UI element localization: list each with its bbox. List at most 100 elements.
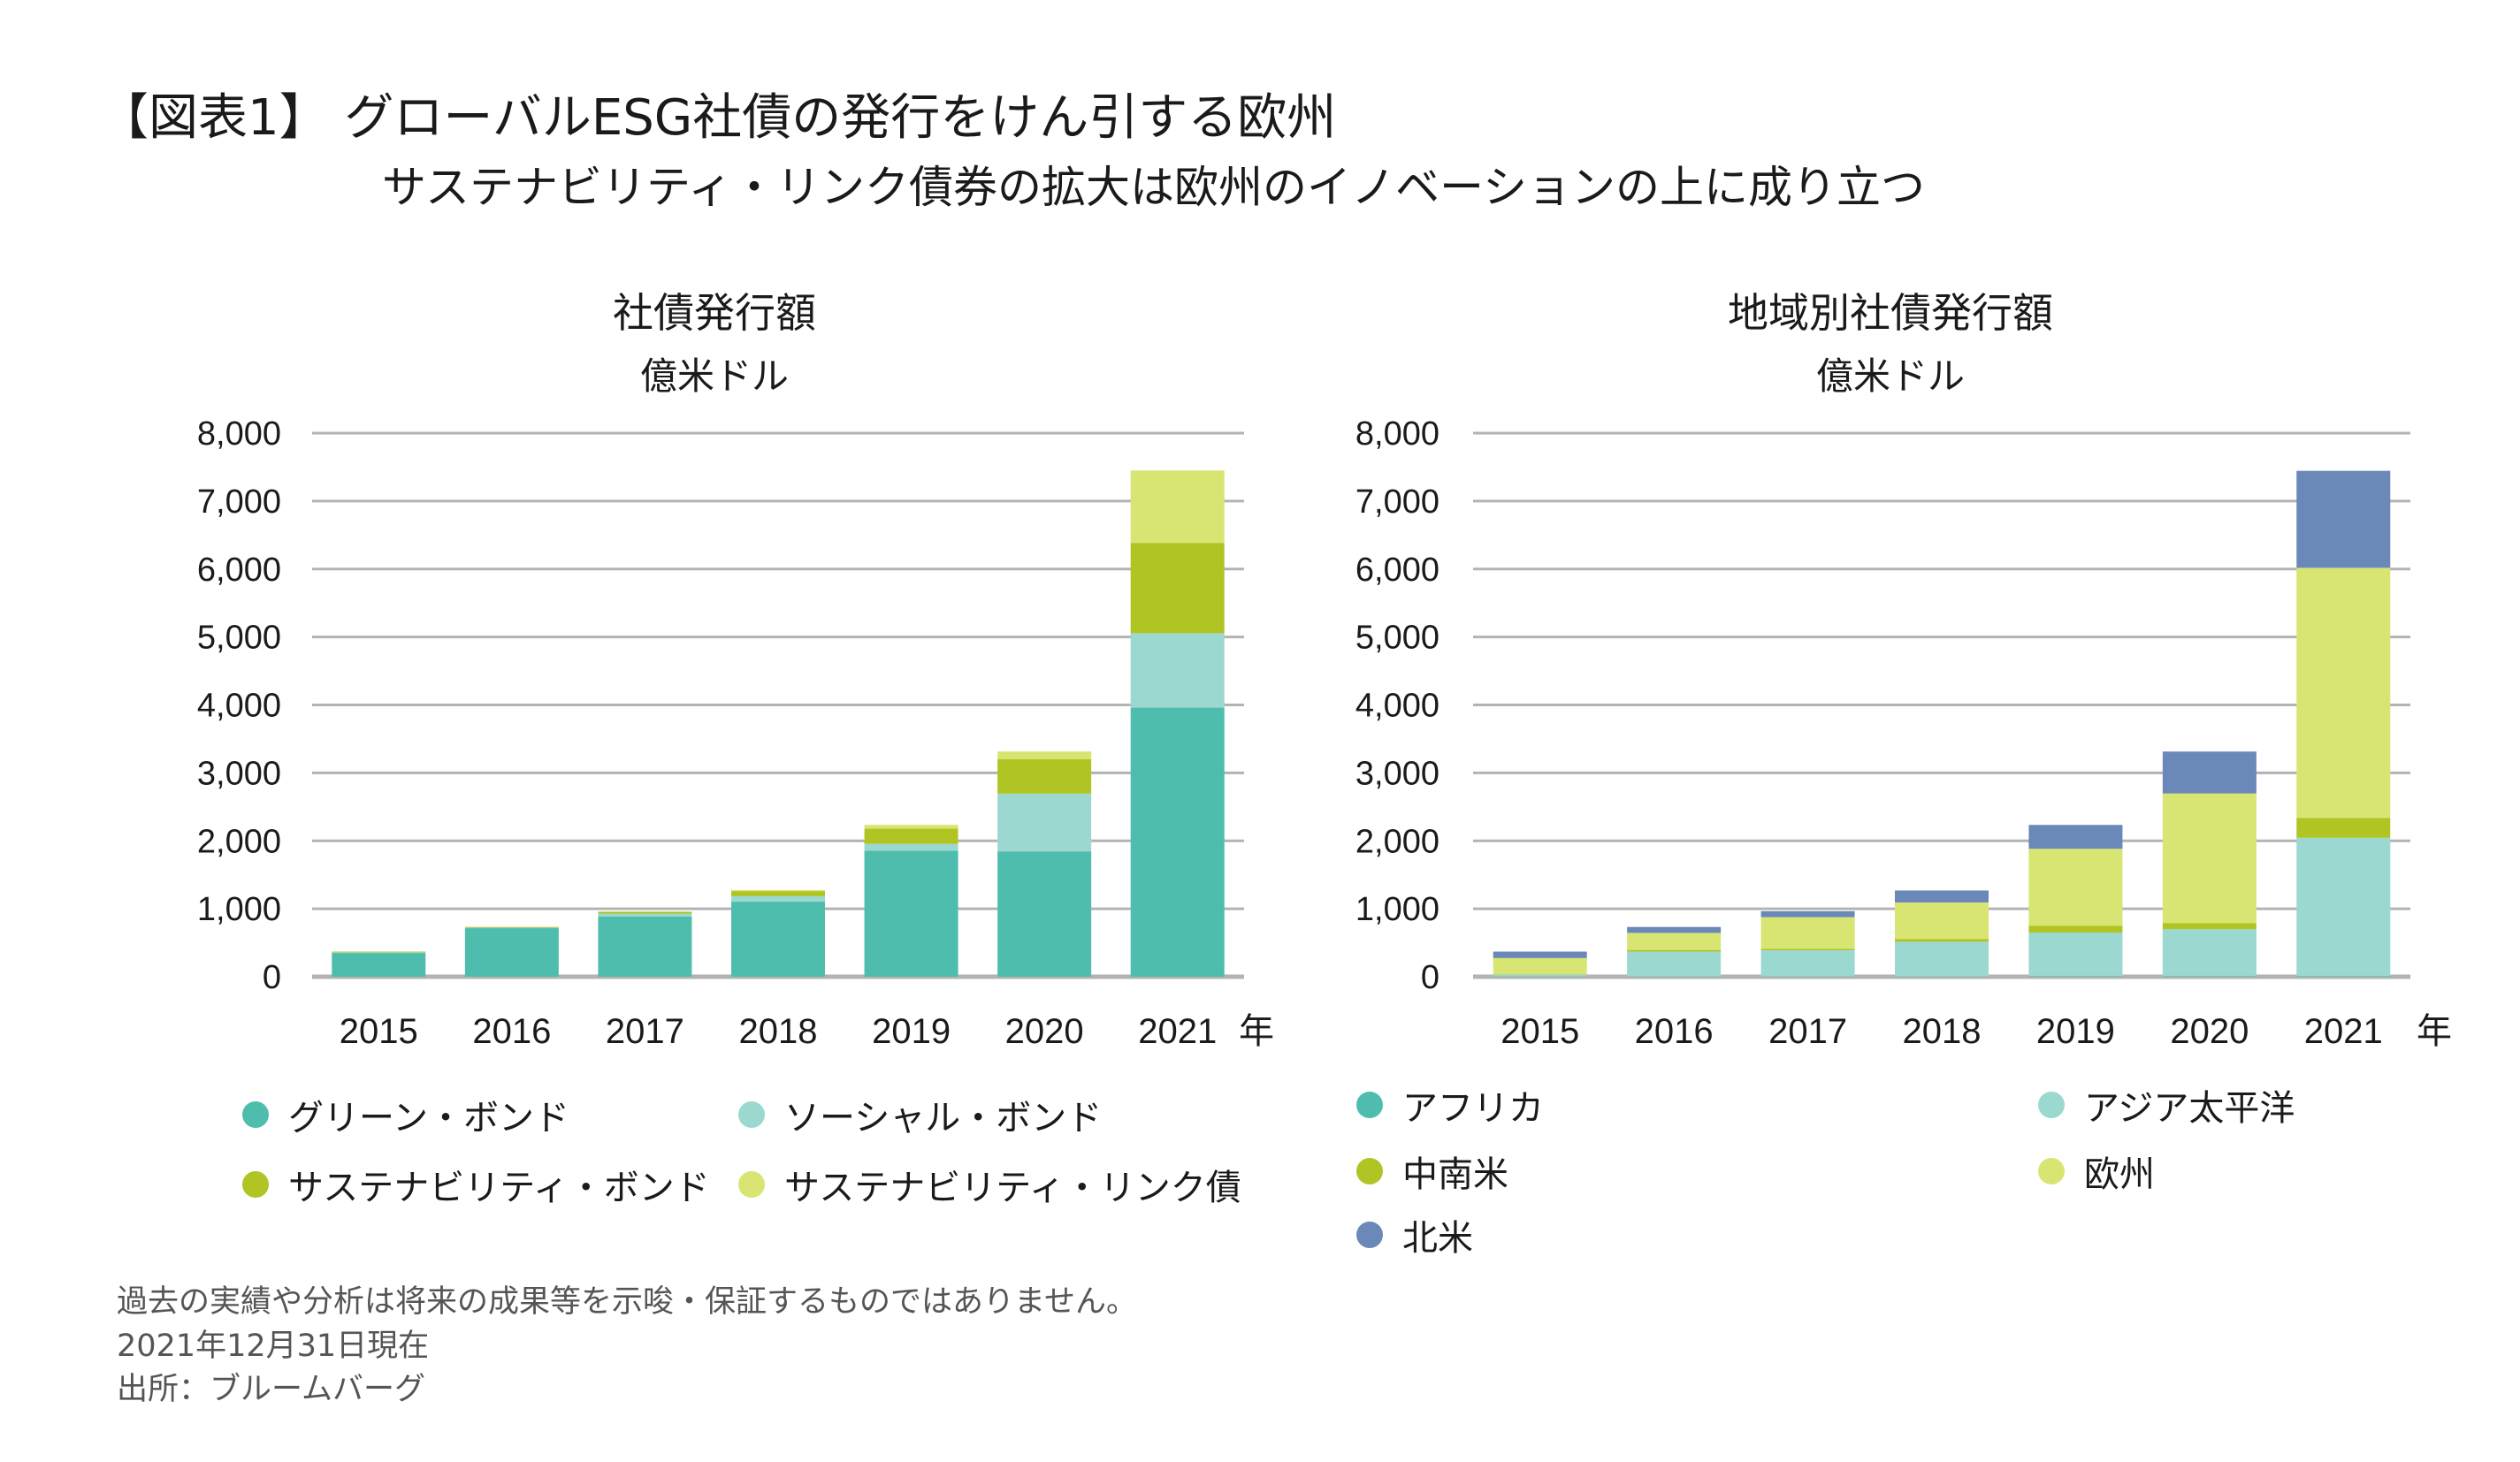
left-bar-segment-2018-s1: [731, 895, 825, 902]
right-bar-segment-2020-s0: [2162, 976, 2257, 977]
legend-label: ソーシャル・ボンド: [784, 1098, 1103, 1138]
right-bar-segment-2021-s1: [2296, 837, 2391, 977]
right-bar-segment-2018-s3: [1895, 902, 1989, 940]
right-x-axis-label: 年: [2417, 1011, 2452, 1052]
left-chart-title: 社債発行額: [613, 289, 816, 337]
left-bar-segment-2015-s2: [332, 951, 426, 953]
legend-item: 中南米: [1356, 1146, 1508, 1197]
right-bar-segment-2017-s1: [1760, 950, 1855, 977]
right-y-tick-label: 5,000: [1355, 620, 1439, 657]
footer-disclaimer: 過去の実績や分析は将来の成果等を示唆・保証するものではありません。: [117, 1284, 1137, 1320]
left-y-tick-label: 4,000: [197, 688, 281, 725]
right-bar-segment-2018-s1: [1895, 941, 1989, 977]
footer-source: 出所：ブルームバーグ: [117, 1372, 425, 1407]
right-bar-segment-2016-s4: [1627, 926, 1722, 933]
left-bar-segment-2019-s0: [864, 850, 958, 977]
right-bar-segment-2019-s2: [2028, 925, 2123, 933]
left-x-tick-label: 2020: [1005, 1012, 1084, 1051]
left-bar-segment-2019-s3: [864, 825, 958, 829]
legend-label: サステナビリティ・ボンド: [288, 1168, 710, 1208]
legend-swatch-icon: [1356, 1158, 1383, 1184]
left-y-tick-label: 2,000: [197, 823, 281, 860]
legend-label: アフリカ: [1402, 1088, 1544, 1129]
legend-item: サステナビリティ・ボンド: [242, 1159, 710, 1210]
right-bar-segment-2021-s4: [2296, 470, 2391, 568]
left-y-tick-label: 8,000: [197, 415, 281, 453]
left-chart-unit: 億米ドル: [639, 354, 790, 398]
left-x-tick-label: 2016: [472, 1012, 551, 1051]
right-bar-segment-2018-s2: [1895, 939, 1989, 942]
left-x-tick-label: 2018: [739, 1012, 818, 1051]
right-y-tick-label: 2,000: [1355, 823, 1439, 860]
right-y-tick-label: 1,000: [1355, 891, 1439, 928]
right-y-tick-label: 0: [1421, 959, 1439, 996]
right-bar-segment-2019-s1: [2028, 933, 2123, 977]
right-bar-segment-2019-s3: [2028, 849, 2123, 926]
left-bar-segment-2015-s0: [332, 953, 426, 977]
legend-item: サステナビリティ・リンク債: [738, 1159, 1241, 1210]
legend-item: アジア太平洋: [2038, 1079, 2295, 1131]
right-x-tick-label: 2020: [2170, 1012, 2249, 1051]
left-x-tick-label: 2017: [606, 1012, 684, 1051]
left-bar-segment-2018-s2: [731, 891, 825, 896]
legend-swatch-icon: [1356, 1092, 1383, 1118]
right-bar-segment-2020-s3: [2162, 793, 2257, 924]
left-bar-segment-2017-s1: [598, 913, 692, 917]
left-bar-segment-2020-s0: [997, 851, 1092, 977]
figure-title: 【図表1】 グローバルESG社債の発行をけん引する欧州: [99, 89, 1337, 147]
left-bar-segment-2017-s2: [598, 911, 692, 914]
left-x-axis-label: 年: [1239, 1011, 1274, 1052]
left-x-tick-label: 2019: [872, 1012, 951, 1051]
left-y-tick-label: 1,000: [197, 891, 281, 928]
left-bar-segment-2018-s0: [731, 902, 825, 977]
figure-subtitle: サステナビリティ・リンク債券の拡大は欧州のイノベーションの上に成り立つ: [382, 162, 1925, 213]
legend-label: アジア太平洋: [2084, 1088, 2295, 1129]
right-bar-segment-2021-s0: [2296, 976, 2391, 977]
legend-swatch-icon: [242, 1171, 269, 1198]
right-y-tick-label: 6,000: [1355, 552, 1439, 589]
legend-swatch-icon: [242, 1101, 269, 1128]
right-bar-segment-2015-s1: [1493, 974, 1587, 977]
left-bar-segment-2020-s2: [997, 759, 1092, 794]
left-y-tick-label: 7,000: [197, 484, 281, 521]
legend-label: 北米: [1402, 1218, 1473, 1259]
right-bar-segment-2019-s4: [2028, 825, 2123, 849]
right-y-tick-label: 7,000: [1355, 484, 1439, 521]
left-y-tick-label: 0: [263, 959, 281, 996]
right-bar-segment-2020-s1: [2162, 929, 2257, 977]
left-y-tick-label: 3,000: [197, 755, 281, 792]
left-bar-segment-2021-s1: [1130, 633, 1225, 708]
legend-label: 中南米: [1402, 1154, 1508, 1195]
left-bar-segment-2021-s2: [1130, 543, 1225, 634]
left-bar-segment-2017-s0: [598, 916, 692, 977]
right-chart-title: 地域別社債発行額: [1728, 289, 2053, 337]
right-bar-segment-2019-s0: [2028, 976, 2123, 977]
legend-swatch-icon: [2038, 1158, 2065, 1184]
legend-label: 欧州: [2084, 1154, 2155, 1195]
left-bar-segment-2021-s0: [1130, 707, 1225, 977]
right-x-tick-label: 2017: [1768, 1012, 1847, 1051]
right-x-tick-label: 2021: [2304, 1012, 2383, 1051]
left-x-tick-label: 2015: [340, 1012, 418, 1051]
left-bar-segment-2020-s3: [997, 751, 1092, 759]
right-bar-segment-2020-s2: [2162, 923, 2257, 930]
legend-item: アフリカ: [1356, 1079, 1544, 1131]
left-bar-segment-2019-s2: [864, 828, 958, 844]
right-bar-segment-2020-s4: [2162, 751, 2257, 794]
legend-item: ソーシャル・ボンド: [738, 1089, 1102, 1140]
legend-swatch-icon: [738, 1171, 765, 1198]
right-y-tick-label: 4,000: [1355, 688, 1439, 725]
right-x-tick-label: 2016: [1635, 1012, 1714, 1051]
left-y-tick-label: 5,000: [197, 620, 281, 657]
left-y-tick-label: 6,000: [197, 552, 281, 589]
left-x-tick-label: 2021: [1138, 1012, 1217, 1051]
right-y-tick-label: 8,000: [1355, 415, 1439, 453]
legend-item: グリーン・ボンド: [242, 1089, 569, 1140]
right-x-tick-label: 2018: [1903, 1012, 1982, 1051]
right-bar-segment-2017-s4: [1760, 910, 1855, 918]
right-chart-unit: 億米ドル: [1815, 354, 1966, 398]
footer-date: 2021年12月31日現在: [117, 1329, 430, 1364]
legend-swatch-icon: [738, 1101, 765, 1128]
legend-swatch-icon: [2038, 1092, 2065, 1118]
